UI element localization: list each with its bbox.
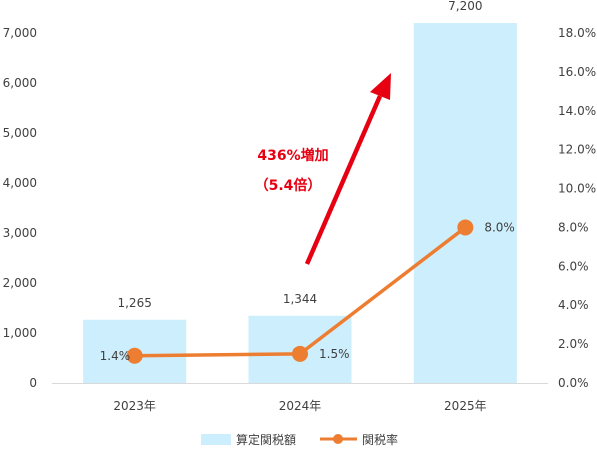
legend-label-bar: 算定関税額 [236, 432, 296, 447]
annotation-line-1: 436%増加 [257, 147, 328, 164]
legend-label-line: 関税率 [362, 432, 398, 447]
bar-label-0: 1,265 [117, 296, 151, 310]
left-axis: 0 1,000 2,000 3,000 4,000 5,000 6,000 7,000 [3, 26, 37, 390]
rate-label-0: 1.4% [100, 349, 130, 363]
left-tick-6: 6,000 [3, 76, 37, 90]
category-label-1: 2024年 [279, 399, 322, 413]
left-tick-4: 4,000 [3, 176, 37, 190]
increase-arrow-head [370, 73, 391, 100]
increase-arrow-shaft [304, 95, 383, 265]
bar-label-2: 7,200 [448, 0, 482, 13]
right-tick-5: 10.0% [558, 182, 596, 196]
right-tick-2: 4.0% [558, 298, 589, 312]
right-tick-6: 12.0% [558, 143, 596, 157]
category-label-2: 2025年 [444, 399, 487, 413]
category-label-0: 2023年 [113, 399, 156, 413]
right-axis: 0.0% 2.0% 4.0% 6.0% 8.0% 10.0% 12.0% 14.0% 16.0%… [558, 26, 596, 390]
annotation-line-2: （5.4倍） [255, 177, 322, 194]
left-tick-0: 0 [29, 376, 37, 390]
line-layer: 1.4% 1.5% 8.0% [100, 219, 515, 364]
left-tick-3: 3,000 [3, 226, 37, 240]
left-tick-2: 2,000 [3, 276, 37, 290]
bar-label-1: 1,344 [283, 292, 317, 306]
right-tick-3: 6.0% [558, 259, 589, 273]
right-tick-1: 2.0% [558, 337, 589, 351]
right-tick-8: 16.0% [558, 65, 596, 79]
rate-marker-1 [292, 345, 308, 362]
bar-2 [413, 23, 517, 383]
right-tick-7: 14.0% [558, 104, 596, 118]
rate-marker-0 [126, 347, 143, 364]
rate-label-2: 8.0% [484, 220, 515, 234]
left-tick-7: 7,000 [3, 26, 37, 40]
rate-marker-2 [457, 219, 474, 236]
left-tick-1: 1,000 [3, 326, 37, 340]
rate-label-1: 1.5% [319, 347, 350, 361]
right-tick-9: 18.0% [558, 26, 596, 40]
right-tick-4: 8.0% [558, 220, 589, 234]
legend: 算定関税額 関税率 [201, 432, 398, 447]
legend-swatch-bar [201, 434, 231, 445]
right-tick-0: 0.0% [558, 376, 589, 390]
x-axis: 2023年 2024年 2025年 [52, 383, 548, 413]
left-tick-5: 5,000 [3, 126, 37, 140]
bars-layer: 1,265 1,344 7,200 [83, 0, 517, 383]
annotation: 436%増加 （5.4倍） [255, 73, 391, 265]
legend-swatch-marker [333, 434, 343, 444]
